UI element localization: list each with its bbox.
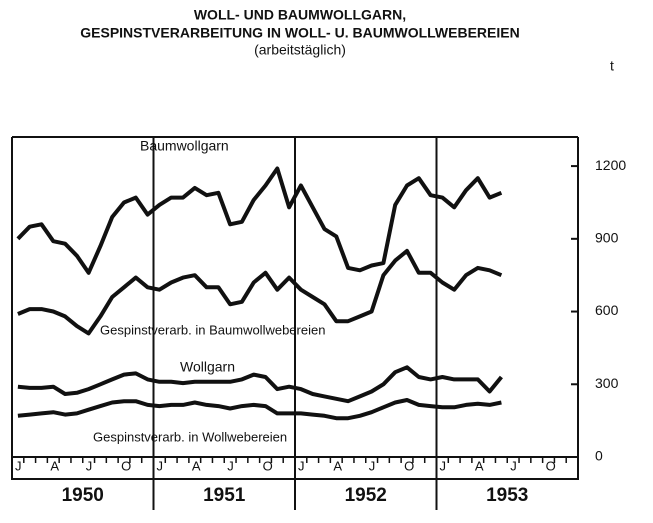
chart-subtitle: (arbeitstäglich) xyxy=(254,42,346,58)
series-label: Gespinstverarb. in Baumwollwebereien xyxy=(100,322,325,337)
x-tick-label: J xyxy=(157,458,164,473)
y-axis-label: t xyxy=(610,58,614,74)
x-tick-label: O xyxy=(263,458,273,473)
x-tick-label: O xyxy=(404,458,414,473)
year-label: 1950 xyxy=(62,485,104,506)
x-tick-label: A xyxy=(50,458,59,473)
chart-title: WOLL- UND BAUMWOLLGARN, xyxy=(194,7,406,23)
x-tick-label: J xyxy=(510,458,517,473)
y-tick-label: 1200 xyxy=(595,157,626,173)
series-line xyxy=(17,248,503,336)
x-tick-label: J xyxy=(86,458,93,473)
x-tick-label: O xyxy=(546,458,556,473)
x-tick-label: O xyxy=(121,458,131,473)
series-line xyxy=(16,166,503,275)
year-label: 1953 xyxy=(486,485,528,506)
chart-title: GESPINSTVERARBEITUNG IN WOLL- U. BAUMWOL… xyxy=(80,25,519,41)
year-label: 1952 xyxy=(345,485,387,506)
y-tick-label: 900 xyxy=(595,230,619,246)
series-label: Baumwollgarn xyxy=(140,138,229,154)
y-tick-label: 600 xyxy=(595,302,619,318)
year-label: 1951 xyxy=(203,485,246,506)
x-tick-label: A xyxy=(475,458,484,473)
x-tick-label: J xyxy=(298,458,305,473)
series-line xyxy=(17,365,503,404)
series-label: Gespinstverarb. in Wollwebereien xyxy=(93,429,287,444)
y-tick-label: 0 xyxy=(595,448,603,464)
x-tick-label: A xyxy=(192,458,201,473)
x-tick-label: J xyxy=(440,458,447,473)
x-tick-label: J xyxy=(227,458,234,473)
x-tick-label: A xyxy=(333,458,342,473)
y-tick-label: 300 xyxy=(595,375,619,391)
series-label: Wollgarn xyxy=(180,359,235,375)
x-tick-label: J xyxy=(15,458,22,473)
x-tick-label: J xyxy=(369,458,376,473)
series-line xyxy=(17,398,502,421)
